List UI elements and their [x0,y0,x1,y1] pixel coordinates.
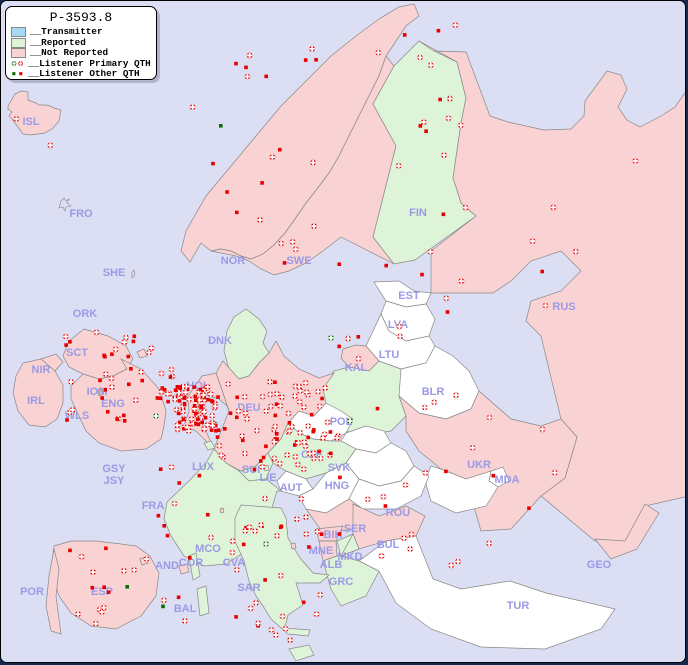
svg-text:NIR: NIR [32,364,51,376]
svg-text:MCO: MCO [195,543,221,555]
svg-text:LTU: LTU [379,349,400,361]
svg-text:NOR: NOR [221,255,246,267]
svg-text:BLR: BLR [422,386,445,398]
svg-text:LUX: LUX [192,461,215,473]
svg-text:EST: EST [398,290,420,302]
svg-text:LIE: LIE [259,472,276,484]
svg-text:SWE: SWE [286,255,311,267]
svg-text:MNE: MNE [309,545,333,557]
svg-text:GRC: GRC [329,576,354,588]
svg-text:TUR: TUR [507,600,530,612]
svg-text:FIN: FIN [409,207,427,219]
svg-text:AUT: AUT [280,482,303,494]
svg-text:POR: POR [20,586,44,598]
svg-text:KAL: KAL [345,362,368,374]
svg-text:MDA: MDA [494,474,519,486]
svg-text:IOM: IOM [87,386,108,398]
svg-text:BUL: BUL [377,539,400,551]
svg-text:SHE: SHE [103,267,126,279]
svg-text:SER: SER [344,523,367,535]
svg-text:JSY: JSY [104,475,125,487]
svg-text:GEO: GEO [587,559,612,571]
svg-text:IRL: IRL [27,395,45,407]
svg-text:ENG: ENG [101,398,125,410]
svg-text:GSY: GSY [102,463,126,475]
svg-text:ROU: ROU [386,507,411,519]
svg-text:RUS: RUS [552,301,575,313]
svg-text:BAL: BAL [174,603,197,615]
svg-text:ISL: ISL [22,116,39,128]
svg-text:HNG: HNG [325,480,349,492]
svg-text:CVA: CVA [223,557,245,569]
svg-text:DNK: DNK [208,335,232,347]
svg-text:FRA: FRA [142,500,165,512]
svg-text:SVK: SVK [328,462,351,474]
svg-text:MKD: MKD [337,551,362,563]
svg-text:SUI: SUI [242,464,260,476]
svg-text:SCT: SCT [66,347,88,359]
svg-text:ORK: ORK [73,308,98,320]
svg-text:UKR: UKR [467,459,491,471]
svg-text:SAR: SAR [237,582,260,594]
svg-text:FRO: FRO [69,208,93,220]
svg-text:AND: AND [155,560,179,572]
